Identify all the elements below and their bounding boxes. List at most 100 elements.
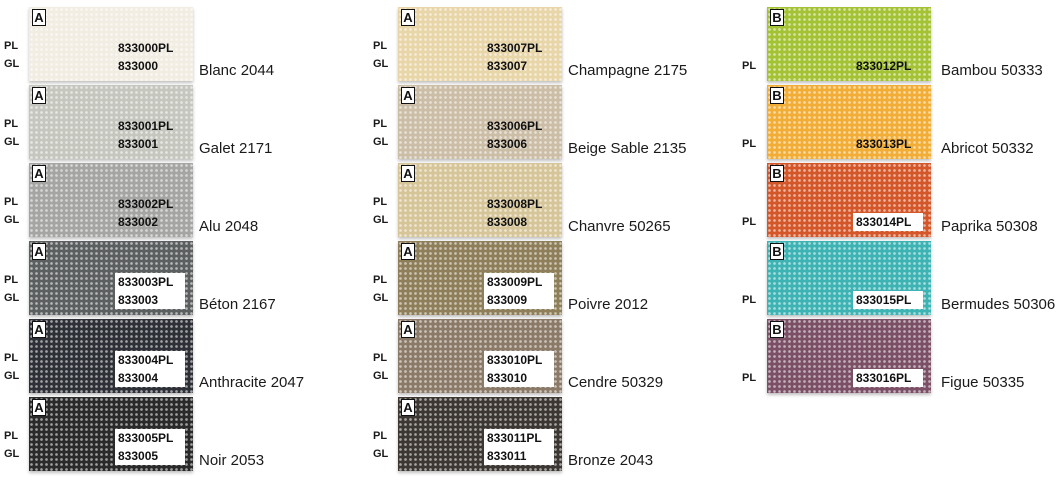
pl-label: PL	[4, 196, 19, 208]
code-type-labels: PL GL	[373, 115, 388, 151]
swatch-row: PL B 833015PL Bermudes 50306	[0, 241, 1057, 317]
code-box: 833011PL 833011	[484, 429, 554, 465]
grade-badge: A	[401, 165, 415, 182]
fabric-swatch[interactable]: A 833009PL 833009	[398, 241, 562, 315]
pl-code: 833003PL	[118, 275, 174, 289]
code-type-labels: PL GL	[373, 427, 388, 463]
pl-label: PL	[4, 40, 19, 52]
gl-code: 833003	[118, 293, 159, 307]
code-box: 833009PL 833009	[484, 273, 554, 309]
color-name: Noir 2053	[199, 452, 265, 469]
fabric-swatch[interactable]: A 833000PL 833000	[29, 7, 193, 81]
swatch-row: PL GL A 833006PL 833006 Beige Sable 2135	[0, 85, 1057, 161]
color-name: Chanvre 50265	[568, 218, 671, 235]
pl-label: PL	[4, 118, 19, 130]
color-name: Bambou 50333	[941, 62, 1043, 79]
code-type-labels: PL GL	[4, 37, 19, 73]
code-type-labels: PL GL	[4, 349, 19, 385]
grade-badge: A	[401, 321, 415, 338]
grade-badge: B	[770, 243, 784, 260]
grade-badge: B	[770, 9, 784, 26]
gl-label: GL	[373, 136, 389, 148]
pl-label: PL	[4, 274, 19, 286]
fabric-swatch[interactable]: A 833006PL 833006	[398, 85, 562, 159]
code-box: 833012PL	[853, 57, 923, 75]
pl-label: PL	[4, 352, 19, 364]
pl-label: PL	[742, 216, 757, 228]
color-name: Beige Sable 2135	[568, 140, 687, 157]
gl-code: 833005	[118, 449, 159, 463]
pl-code: 833016PL	[856, 371, 912, 385]
swatch-row: PL GL A 833008PL 833008 Chanvre 50265	[0, 163, 1057, 239]
fabric-swatch[interactable]: A 833007PL 833007	[398, 7, 562, 81]
fabric-swatch[interactable]: A 833004PL 833004	[29, 319, 193, 393]
fabric-swatch[interactable]: A 833001PL 833001	[29, 85, 193, 159]
fabric-swatch[interactable]: B 833013PL	[767, 85, 931, 159]
grade-badge: A	[32, 243, 46, 260]
code-box: 833001PL 833001	[115, 117, 185, 153]
code-box: 833015PL	[853, 291, 923, 309]
gl-label: GL	[373, 214, 389, 226]
gl-label: GL	[373, 448, 389, 460]
gl-label: GL	[4, 214, 20, 226]
fabric-swatch[interactable]: B 833014PL	[767, 163, 931, 237]
pl-label: PL	[373, 352, 388, 364]
code-type-labels: PL GL	[4, 193, 19, 229]
gl-label: GL	[4, 58, 20, 70]
pl-label: PL	[742, 60, 757, 72]
pl-code: 833007PL	[487, 41, 543, 55]
swatch-row: PL GL A 833010PL 833010 Cendre 50329	[0, 319, 1057, 395]
swatch-row: PL GL A 833002PL 833002 Alu 2048	[0, 163, 1057, 239]
fabric-swatch[interactable]: B 833016PL	[767, 319, 931, 393]
code-box: 833013PL	[853, 135, 923, 153]
fabric-swatch[interactable]: A 833011PL 833011	[398, 397, 562, 471]
gl-code: 833001	[118, 137, 159, 151]
gl-code: 833011	[487, 449, 527, 463]
code-box: 833000PL 833000	[115, 39, 185, 75]
code-type-labels: PL GL	[373, 349, 388, 385]
code-box: 833014PL	[853, 213, 923, 231]
code-type-labels: PL GL	[4, 271, 19, 307]
color-name: Paprika 50308	[941, 218, 1038, 235]
swatch-row: PL B 833012PL Bambou 50333	[0, 7, 1057, 83]
pl-code: 833001PL	[118, 119, 174, 133]
color-name: Bronze 2043	[568, 452, 654, 469]
gl-code: 833007	[487, 59, 528, 73]
pl-code: 833012PL	[856, 59, 912, 73]
code-type-labels: PL GL	[4, 115, 19, 151]
gl-label: GL	[373, 292, 389, 304]
code-box: 833016PL	[853, 369, 923, 387]
pl-code: 833011PL	[487, 431, 542, 445]
code-type-labels: PL	[742, 213, 756, 231]
pl-code: 833005PL	[118, 431, 174, 445]
color-name: Galet 2171	[199, 140, 273, 157]
grade-badge: A	[32, 87, 46, 104]
pl-code: 833014PL	[856, 215, 912, 229]
swatch-row: PL GL A 833005PL 833005 Noir 2053	[0, 397, 1057, 473]
code-type-labels: PL GL	[4, 427, 19, 463]
code-box: 833010PL 833010	[484, 351, 554, 387]
swatch-row: PL GL A 833004PL 833004 Anthracite 2047	[0, 319, 1057, 395]
fabric-swatch[interactable]: A 833008PL 833008	[398, 163, 562, 237]
gl-label: GL	[4, 448, 20, 460]
fabric-swatch[interactable]: A 833003PL 833003	[29, 241, 193, 315]
gl-code: 833006	[487, 137, 528, 151]
pl-code: 833008PL	[487, 197, 543, 211]
fabric-swatch[interactable]: A 833010PL 833010	[398, 319, 562, 393]
fabric-swatch[interactable]: B 833012PL	[767, 7, 931, 81]
fabric-swatch[interactable]: A 833002PL 833002	[29, 163, 193, 237]
color-name: Bermudes 50306	[941, 296, 1056, 313]
pl-label: PL	[742, 294, 757, 306]
pl-code: 833015PL	[856, 293, 912, 307]
grade-badge: B	[770, 165, 784, 182]
fabric-swatch[interactable]: B 833015PL	[767, 241, 931, 315]
pl-code: 833010PL	[487, 353, 543, 367]
color-name: Abricot 50332	[941, 140, 1034, 157]
swatch-row: PL GL A 833001PL 833001 Galet 2171	[0, 85, 1057, 161]
fabric-swatch[interactable]: A 833005PL 833005	[29, 397, 193, 471]
pl-label: PL	[373, 118, 388, 130]
pl-label: PL	[373, 196, 388, 208]
swatch-row: PL B 833016PL Figue 50335	[0, 319, 1057, 395]
pl-code: 833002PL	[118, 197, 174, 211]
grade-badge: A	[32, 9, 46, 26]
